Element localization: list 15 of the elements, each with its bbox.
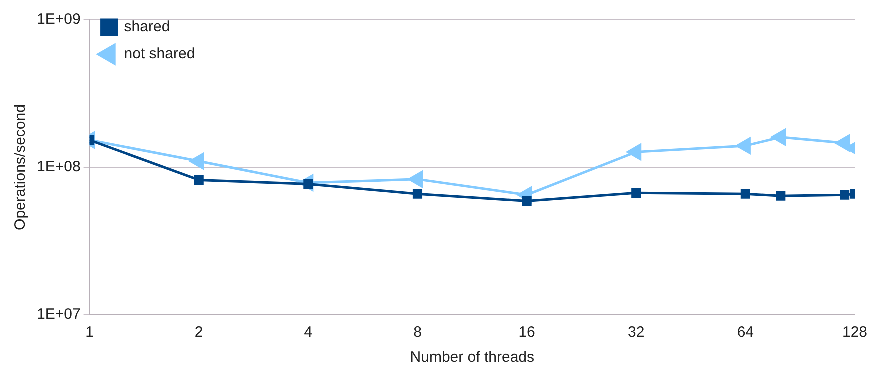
y-tick-label: 1E+08	[36, 158, 81, 176]
y-tick-label: 1E+09	[36, 11, 81, 28]
x-tick-label: 32	[628, 324, 645, 342]
y-tick-label: 1E+07	[36, 306, 81, 324]
y-axis-title: Operations/second	[12, 104, 30, 230]
legend-label: not shared	[124, 46, 196, 63]
x-tick-label: 16	[518, 324, 536, 342]
legend-label: shared	[124, 18, 170, 36]
x-tick-label: 2	[194, 324, 204, 342]
x-tick-label: 1	[86, 324, 94, 342]
x-tick-label: 4	[304, 324, 313, 342]
x-axis-title: Number of threads	[410, 349, 535, 366]
x-tick-label: 128	[842, 324, 868, 342]
x-tick-label: 8	[414, 324, 422, 342]
x-tick-label: 64	[737, 324, 754, 342]
